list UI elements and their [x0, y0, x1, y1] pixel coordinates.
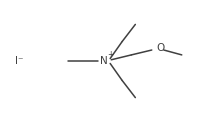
Text: I⁻: I⁻	[16, 56, 24, 66]
Text: N: N	[100, 56, 108, 66]
Text: +: +	[107, 50, 113, 59]
Text: O: O	[157, 43, 165, 53]
